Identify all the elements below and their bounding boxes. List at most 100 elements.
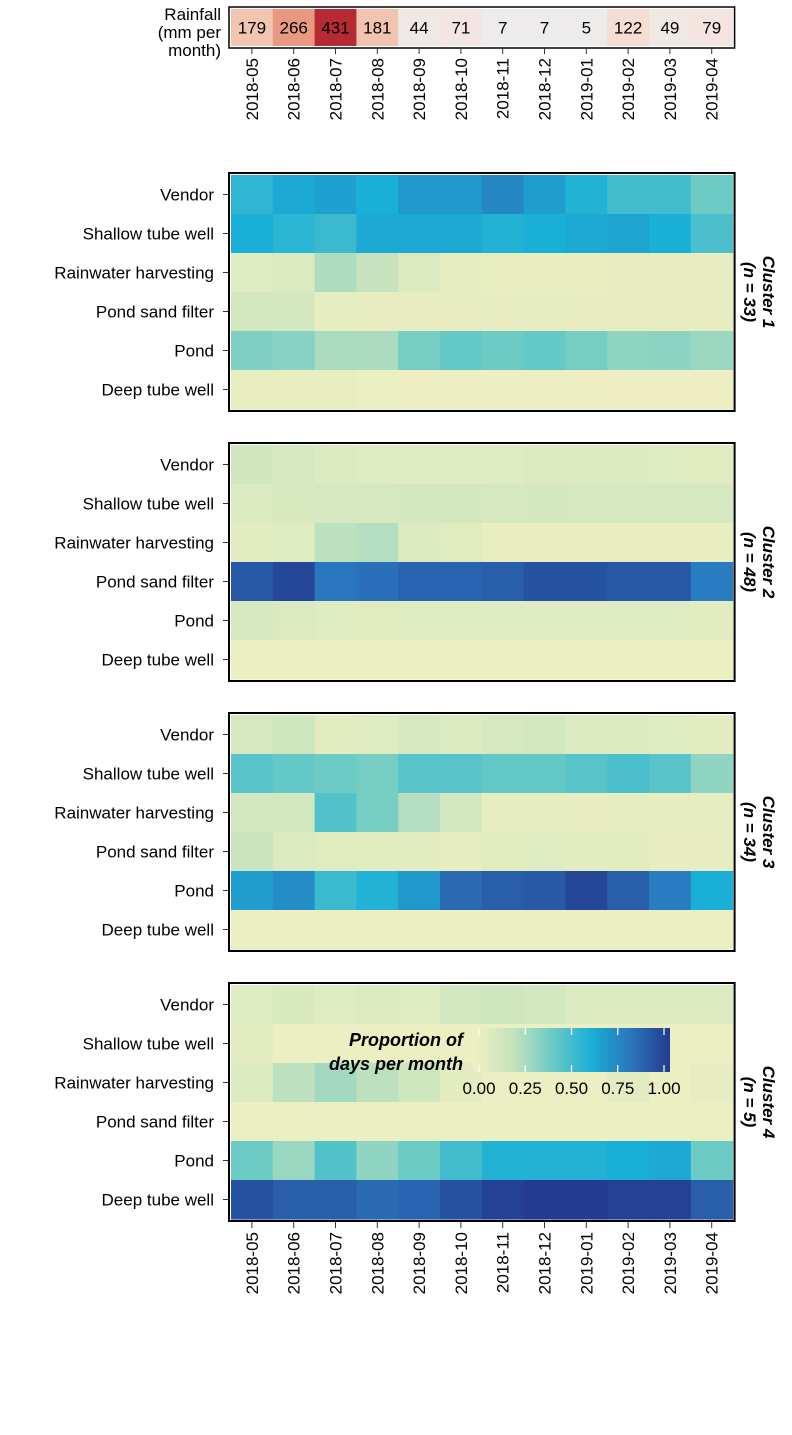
- heatmap-cell: [356, 562, 399, 602]
- heatmap-cell: [398, 832, 441, 872]
- heatmap-cell: [607, 370, 650, 410]
- heatmap-cell: [565, 1102, 608, 1142]
- rainfall-value: 71: [451, 19, 470, 38]
- heatmap-cell: [481, 370, 525, 410]
- heatmap-cell: [440, 1141, 483, 1181]
- legend-title: days per month: [329, 1054, 463, 1074]
- rainfall-label: month): [168, 41, 221, 60]
- heatmap-cell: [565, 214, 608, 254]
- heatmap-cell: [440, 331, 483, 371]
- heatmap-cell: [607, 832, 650, 872]
- heatmap-cell: [690, 562, 734, 602]
- heatmap-cell: [440, 370, 483, 410]
- rainfall-label: Rainfall: [164, 5, 221, 24]
- heatmap-cell: [481, 871, 525, 911]
- heatmap-cell: [440, 601, 483, 641]
- heatmap-cell: [690, 484, 734, 524]
- heatmap-cell: [649, 523, 692, 563]
- heatmap-cell: [690, 754, 734, 794]
- heatmap-cell: [272, 523, 316, 563]
- legend-tick-label: 0.00: [462, 1079, 495, 1098]
- heatmap-cell: [565, 871, 608, 911]
- x-tick-label: 2018-07: [327, 1232, 346, 1294]
- heatmap-cell: [690, 1063, 734, 1103]
- heatmap-cell: [314, 370, 357, 410]
- heatmap-cell: [649, 832, 692, 872]
- rainfall-label: (mm per: [158, 23, 222, 42]
- rainfall-value: 44: [410, 19, 429, 38]
- rainfall-value: 7: [498, 19, 507, 38]
- heatmap-cell: [398, 331, 441, 371]
- heatmap-cell: [440, 910, 483, 950]
- heatmap-cell: [565, 253, 608, 293]
- heatmap-cell: [231, 484, 274, 524]
- heatmap-cell: [398, 1141, 441, 1181]
- heatmap-cell: [607, 175, 650, 215]
- heatmap-cell: [231, 370, 274, 410]
- x-tick-label: 2019-02: [619, 58, 638, 120]
- heatmap-cell: [314, 253, 357, 293]
- heatmap-cell: [649, 985, 692, 1025]
- heatmap-cell: [231, 445, 274, 485]
- rainfall-cell: [690, 9, 734, 46]
- heatmap-cell: [440, 1180, 483, 1220]
- heatmap-cell: [398, 1180, 441, 1220]
- heatmap-cell: [272, 754, 316, 794]
- heatmap-cell: [398, 562, 441, 602]
- heatmap-cell: [356, 793, 399, 833]
- x-tick-label: 2018-09: [410, 1232, 429, 1294]
- heatmap-cell: [523, 175, 566, 215]
- heatmap-cell: [314, 754, 357, 794]
- legend-tick-label: 1.00: [647, 1079, 680, 1098]
- heatmap-cell: [690, 1180, 734, 1220]
- heatmap-cell: [481, 445, 525, 485]
- heatmap-cell: [481, 331, 525, 371]
- cluster-n-label: (n = 33): [740, 262, 759, 322]
- heatmap-cell: [690, 1141, 734, 1181]
- x-tick-label: 2019-02: [619, 1232, 638, 1294]
- heatmap-cell: [440, 214, 483, 254]
- source-label: Vendor: [160, 726, 214, 745]
- x-tick-label: 2019-04: [703, 58, 722, 120]
- heatmap-cell: [440, 640, 483, 680]
- rainfall-cell: [231, 9, 274, 46]
- heatmap-cell: [565, 832, 608, 872]
- heatmap-cell: [272, 640, 316, 680]
- heatmap-cell: [314, 715, 357, 755]
- source-label: Deep tube well: [102, 381, 214, 400]
- heatmap-cell: [565, 292, 608, 332]
- heatmap-cell: [481, 484, 525, 524]
- heatmap-cell: [356, 910, 399, 950]
- heatmap-cell: [523, 601, 566, 641]
- heatmap-cell: [565, 175, 608, 215]
- source-label: Deep tube well: [102, 1191, 214, 1210]
- heatmap-cell: [649, 1180, 692, 1220]
- source-label: Rainwater harvesting: [54, 1074, 214, 1093]
- x-tick-label: 2018-05: [243, 58, 262, 120]
- heatmap-cell: [314, 985, 357, 1025]
- source-label: Pond: [174, 342, 214, 361]
- heatmap-cell: [398, 292, 441, 332]
- heatmap-cell: [649, 292, 692, 332]
- heatmap-cell: [690, 523, 734, 563]
- heatmap-cell: [481, 1180, 525, 1220]
- heatmap-cell: [440, 754, 483, 794]
- heatmap-cell: [481, 253, 525, 293]
- heatmap-cell: [481, 985, 525, 1025]
- heatmap-cell: [272, 484, 316, 524]
- cluster-n-label: (n = 48): [740, 532, 759, 592]
- heatmap-cell: [314, 523, 357, 563]
- heatmap-cell: [649, 370, 692, 410]
- heatmap-cell: [607, 331, 650, 371]
- heatmap-cell: [565, 370, 608, 410]
- heatmap-cell: [690, 640, 734, 680]
- heatmap-cell: [398, 523, 441, 563]
- cluster-panel-border: [228, 712, 736, 952]
- heatmap-cell: [523, 253, 566, 293]
- heatmap-cell: [649, 910, 692, 950]
- source-label: Rainwater harvesting: [54, 534, 214, 553]
- cluster-n-label: (n = 5): [740, 1077, 759, 1128]
- heatmap-cell: [314, 331, 357, 371]
- heatmap-cell: [523, 793, 566, 833]
- heatmap-cell: [523, 292, 566, 332]
